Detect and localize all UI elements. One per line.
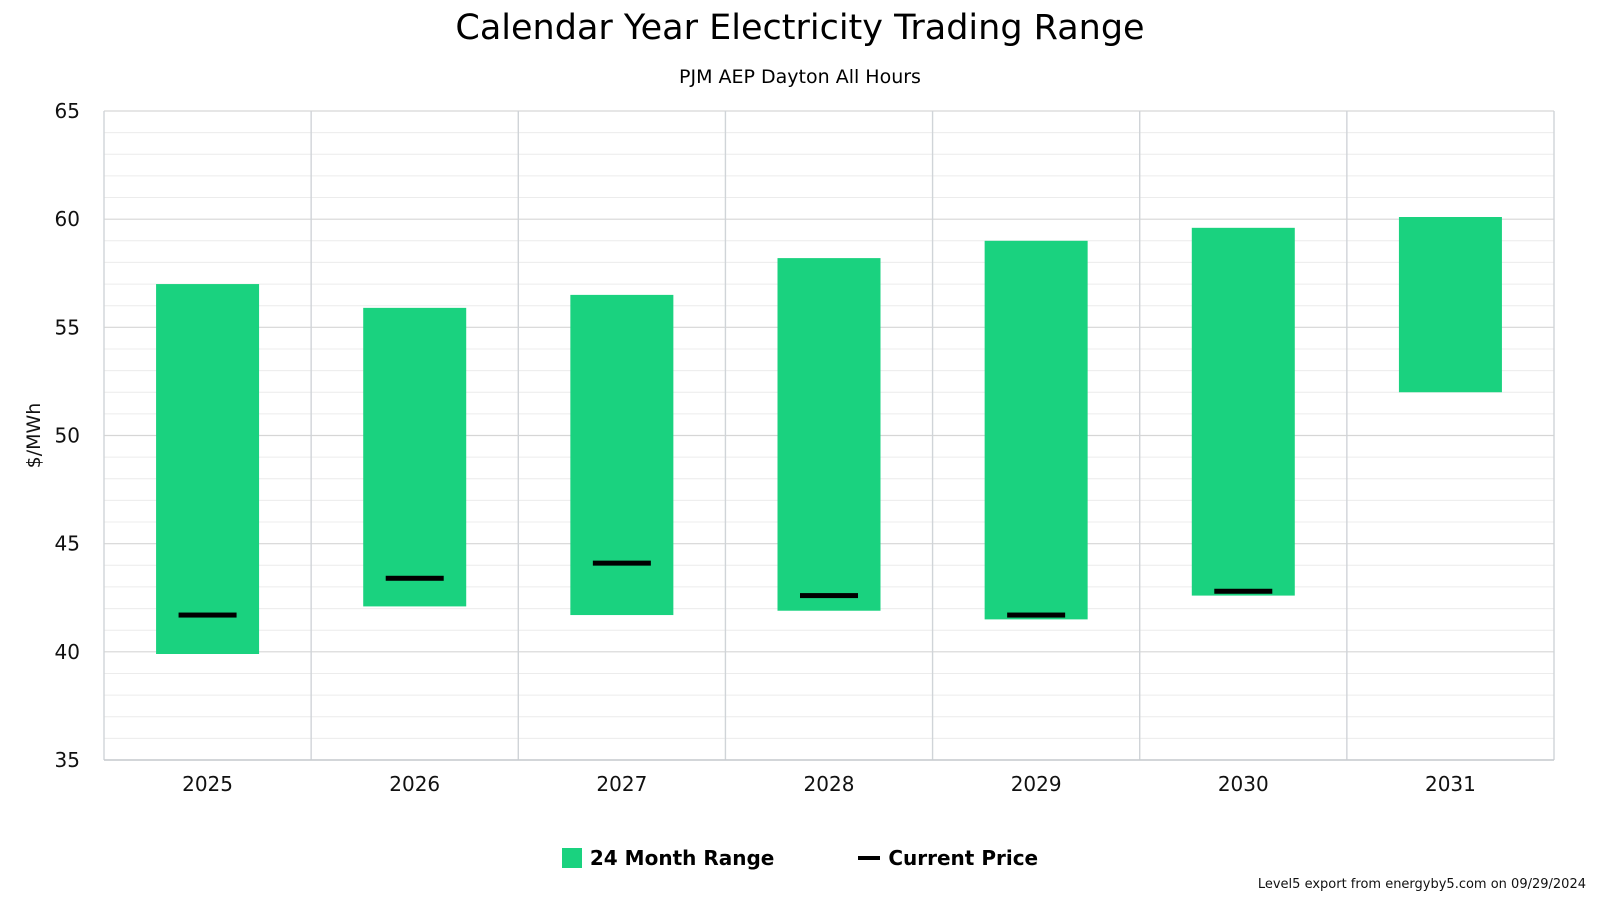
x-tick-label: 2027 [596, 772, 647, 796]
chart-title: Calendar Year Electricity Trading Range [455, 8, 1145, 48]
y-tick-label: 55 [55, 315, 80, 339]
range-bar [984, 240, 1088, 620]
range-bar [1191, 227, 1295, 596]
x-tick-label: 2026 [389, 772, 440, 796]
current-price-marker [800, 593, 858, 599]
current-price-marker [178, 612, 237, 618]
x-tick-label: 2031 [1425, 772, 1476, 796]
line-swatch-icon [858, 856, 881, 860]
x-tick-label: 2025 [182, 772, 233, 796]
x-tick-label: 2030 [1218, 772, 1269, 796]
current-price-marker [385, 575, 444, 581]
x-tick-label: 2028 [804, 772, 855, 796]
range-bar [1398, 217, 1502, 393]
legend-item-current-price[interactable]: Current Price [858, 846, 1038, 870]
range-bar [570, 294, 674, 616]
range-bar [156, 284, 260, 654]
current-price-marker [592, 560, 651, 566]
range-swatch-icon [561, 848, 582, 868]
y-tick-label: 40 [55, 640, 80, 664]
legend-item-range[interactable]: 24 Month Range [561, 846, 775, 870]
chart-subtitle: PJM AEP Dayton All Hours [679, 66, 921, 88]
current-price-marker [1214, 588, 1273, 594]
footer-note: Level5 export from energyby5.com on 09/2… [1257, 877, 1586, 892]
x-tick-label: 2029 [1011, 772, 1062, 796]
y-axis-title: $/MWh [23, 403, 45, 469]
current-price-marker [1007, 612, 1066, 618]
range-bar [363, 307, 467, 607]
y-tick-label: 50 [55, 424, 80, 448]
y-tick-label: 35 [55, 748, 80, 772]
legend-label-range: 24 Month Range [589, 846, 775, 870]
legend: 24 Month Range Current Price [0, 846, 1600, 870]
legend-label-current-price: Current Price [888, 846, 1039, 870]
y-tick-label: 45 [55, 532, 80, 556]
range-bar [777, 258, 881, 611]
y-tick-label: 60 [55, 207, 80, 231]
y-tick-label: 65 [55, 99, 80, 123]
